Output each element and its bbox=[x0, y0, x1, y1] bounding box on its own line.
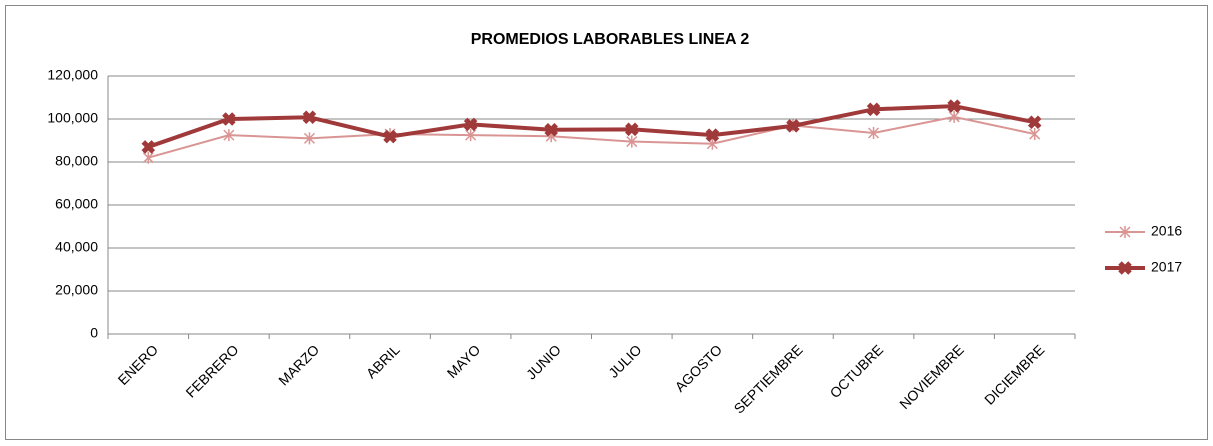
point-marker bbox=[303, 132, 315, 145]
chart-border bbox=[5, 5, 1208, 440]
point-marker bbox=[141, 140, 156, 154]
y-tick-label: 100,000 bbox=[47, 110, 98, 126]
y-tick-label: 60,000 bbox=[55, 196, 98, 212]
y-tick-label: 80,000 bbox=[55, 153, 98, 169]
point-marker bbox=[947, 99, 961, 113]
legend-marker bbox=[1118, 261, 1132, 275]
chart-title: PROMEDIOS LABORABLES LINEA 2 bbox=[471, 31, 750, 48]
legend-label: 2016 bbox=[1151, 223, 1182, 239]
point-marker bbox=[626, 135, 638, 148]
point-marker bbox=[786, 119, 800, 133]
point-marker bbox=[223, 129, 235, 142]
point-marker bbox=[142, 151, 154, 164]
point-marker bbox=[866, 102, 881, 117]
point-marker bbox=[465, 129, 477, 142]
y-tick-label: 40,000 bbox=[55, 239, 98, 255]
y-tick-label: 120,000 bbox=[47, 67, 98, 83]
y-tick-label: 20,000 bbox=[55, 282, 98, 298]
point-marker bbox=[868, 126, 880, 139]
series-line bbox=[148, 115, 1035, 159]
point-marker bbox=[948, 110, 960, 123]
point-marker bbox=[222, 112, 236, 126]
point-marker bbox=[383, 129, 397, 144]
point-marker bbox=[1029, 128, 1041, 141]
legend-marker bbox=[1119, 226, 1131, 238]
y-tick-label: 0 bbox=[90, 325, 98, 341]
point-marker bbox=[463, 117, 478, 132]
point-marker bbox=[544, 122, 558, 137]
point-marker bbox=[302, 110, 317, 125]
point-marker bbox=[625, 122, 639, 137]
point-marker bbox=[705, 128, 720, 142]
series-line bbox=[147, 104, 1036, 149]
point-marker bbox=[1027, 115, 1042, 129]
legend-label: 2017 bbox=[1151, 259, 1182, 275]
